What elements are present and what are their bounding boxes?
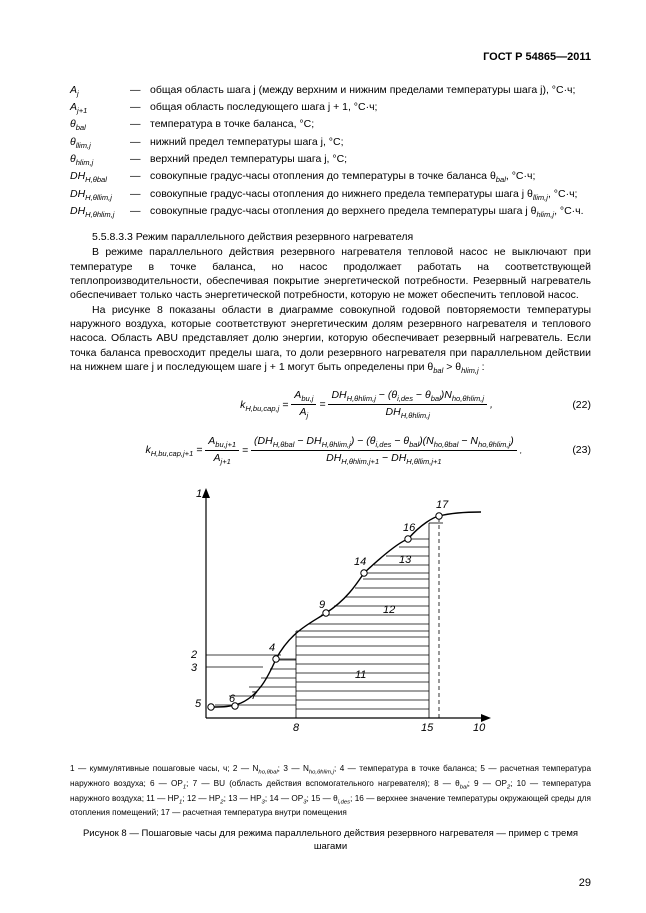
svg-text:13: 13 [399,554,412,566]
definition-text: совокупные градус-часы отопления до верх… [150,204,591,220]
definition-text: общая область последующего шага j + 1, °… [150,100,591,116]
definition-text: совокупные градус-часы отопления до темп… [150,169,591,185]
svg-text:12: 12 [383,604,395,616]
svg-text:16: 16 [403,522,416,534]
paragraph-1: В режиме параллельного действия резервно… [70,245,591,302]
definition-dash: — [130,100,150,116]
svg-text:17: 17 [436,499,449,511]
definition-symbol: Aj+1 [70,100,130,116]
eq23-number: (23) [551,443,591,457]
svg-text:3: 3 [191,662,198,674]
svg-text:10: 10 [473,722,486,734]
definitions-list: Aj—общая область шага j (между верхним и… [70,83,591,220]
definition-dash: — [130,204,150,220]
definition-row: DHH,θbal—совокупные градус-часы отоплени… [70,169,591,185]
figure-legend: 1 — куммулятивные пошаговые часы, ч; 2 —… [70,763,591,818]
definition-dash: — [130,83,150,99]
definition-row: Aj—общая область шага j (между верхним и… [70,83,591,99]
definition-dash: — [130,152,150,168]
svg-text:5: 5 [195,698,202,710]
definition-text: общая область шага j (между верхним и ни… [150,83,591,99]
definition-text: верхний предел температуры шага j, °C; [150,152,591,168]
definition-row: DHH,θllim,j—совокупные градус-часы отопл… [70,187,591,203]
definition-dash: — [130,117,150,133]
figure-8: 1 2 3 5 6 7 4 9 14 16 17 11 12 13 8 15 1… [70,483,591,757]
svg-text:15: 15 [421,722,434,734]
standard-header: ГОСТ Р 54865—2011 [70,50,591,65]
definition-row: θbal—температура в точке баланса, °C; [70,117,591,133]
equation-23: kH,bu,cap,j+1 = Abu,j+1 Aj+1 = (DHH,θbal… [70,434,591,468]
svg-text:7: 7 [251,690,258,702]
definition-dash: — [130,187,150,203]
definition-row: θhlim,j—верхний предел температуры шага … [70,152,591,168]
definition-dash: — [130,169,150,185]
definition-dash: — [130,135,150,151]
definition-row: θllim,j—нижний предел температуры шага j… [70,135,591,151]
definition-symbol: DHH,θllim,j [70,187,130,203]
eq22-number: (22) [551,398,591,412]
definition-text: температура в точке баланса, °C; [150,117,591,133]
svg-text:9: 9 [319,599,325,611]
definition-symbol: DHH,θbal [70,169,130,185]
equation-22: kH,bu,cap,j = Abu,j Aj = DHH,θhlim,j − (… [70,388,591,422]
section-number: 5.5.8.3.3 Режим параллельного действия р… [70,230,591,244]
definition-symbol: θhlim,j [70,152,130,168]
svg-text:4: 4 [269,642,275,654]
svg-text:1: 1 [196,488,202,500]
figure-title: Рисунок 8 — Пошаговые часы для режима па… [70,828,591,854]
svg-text:2: 2 [190,649,197,661]
definition-symbol: θbal [70,117,130,133]
definition-row: Aj+1—общая область последующего шага j +… [70,100,591,116]
definition-symbol: Aj [70,83,130,99]
definition-symbol: DHH,θhlim,j [70,204,130,220]
svg-text:8: 8 [293,722,300,734]
definition-row: DHH,θhlim,j—совокупные градус-часы отопл… [70,204,591,220]
definition-text: совокупные градус-часы отопления до нижн… [150,187,591,203]
svg-text:11: 11 [355,669,366,681]
svg-text:6: 6 [229,693,236,705]
definition-symbol: θllim,j [70,135,130,151]
page-number: 29 [579,876,591,891]
svg-text:14: 14 [354,556,366,568]
paragraph-2: На рисунке 8 показаны области в диаграмм… [70,303,591,376]
definition-text: нижний предел температуры шага j, °C; [150,135,591,151]
